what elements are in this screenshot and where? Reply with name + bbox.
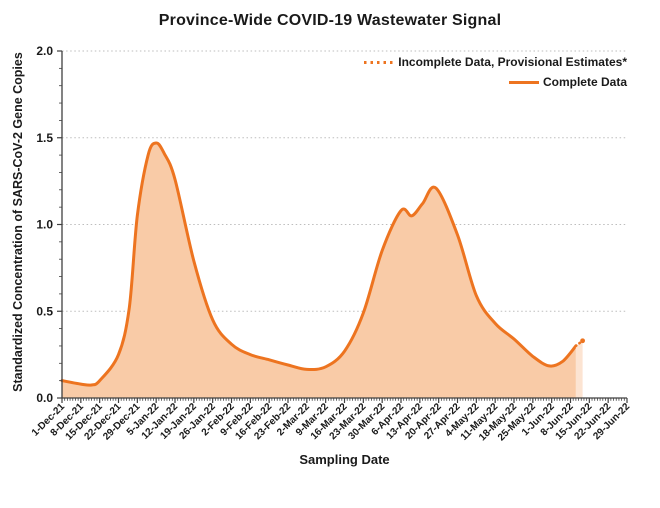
- area-fill: [62, 142, 576, 398]
- legend-label-complete: Complete Data: [542, 75, 627, 89]
- complete-data-line: [60, 141, 578, 387]
- y-tick-label: 2.0: [36, 44, 53, 58]
- legend-label-incomplete: Incomplete Data, Provisional Estimates*: [398, 55, 627, 69]
- x-axis-title: Sampling Date: [299, 452, 390, 467]
- provisional-dotted-line: [574, 339, 584, 348]
- y-tick-label: 1.0: [36, 218, 53, 232]
- solid-line-swatch: [508, 80, 539, 84]
- y-tick-labels: 0.0 0.5 1.0 1.5 2.0: [36, 44, 53, 405]
- chart-legend: Incomplete Data, Provisional Estimates* …: [364, 55, 627, 89]
- legend-item-incomplete: Incomplete Data, Provisional Estimates*: [364, 55, 627, 69]
- chart-title: Province-Wide COVID-19 Wastewater Signal: [158, 12, 502, 29]
- complete-data-series: [60, 141, 578, 398]
- y-tick-label: 0.0: [36, 391, 53, 405]
- legend-item-complete: Complete Data: [508, 75, 627, 89]
- x-tick-labels: 1-Dec-218-Dec-2115-Dec-2122-Dec-2129-Dec…: [30, 401, 633, 443]
- y-tick-label: 0.5: [36, 304, 53, 318]
- dotted-line-swatch: [364, 60, 395, 64]
- y-axis-ticks: [57, 50, 62, 399]
- provisional-end-dot: [580, 338, 586, 344]
- y-tick-label: 1.5: [36, 131, 53, 145]
- provisional-area-fill: [575, 340, 583, 398]
- provisional-data-series: [574, 338, 586, 398]
- x-axis-ticks: [61, 398, 628, 403]
